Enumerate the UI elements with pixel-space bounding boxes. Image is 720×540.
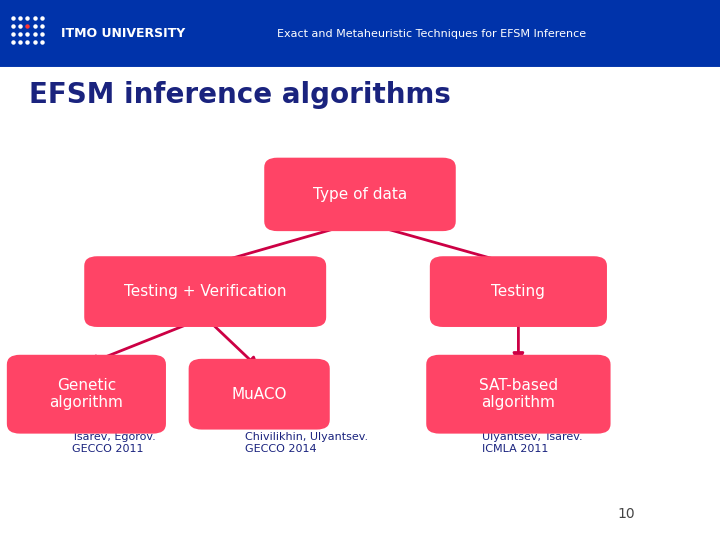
Text: 10: 10 bbox=[618, 507, 635, 521]
FancyBboxPatch shape bbox=[7, 355, 166, 434]
Text: ITMO UNIVERSITY: ITMO UNIVERSITY bbox=[61, 27, 186, 40]
Text: MuACO: MuACO bbox=[231, 387, 287, 402]
Text: EFSM inference algorithms: EFSM inference algorithms bbox=[29, 81, 451, 109]
Bar bbox=[0, 0, 720, 68]
FancyBboxPatch shape bbox=[426, 355, 611, 434]
Text: Type of data: Type of data bbox=[313, 187, 407, 202]
FancyBboxPatch shape bbox=[430, 256, 607, 327]
Text: SAT-based
algorithm: SAT-based algorithm bbox=[479, 378, 558, 410]
FancyBboxPatch shape bbox=[264, 158, 456, 231]
Text: Exact and Metaheuristic Techniques for EFSM Inference: Exact and Metaheuristic Techniques for E… bbox=[277, 29, 587, 39]
Text: Testing + Verification: Testing + Verification bbox=[124, 284, 287, 299]
FancyBboxPatch shape bbox=[189, 359, 330, 430]
Text: Testing: Testing bbox=[492, 284, 545, 299]
Text: Ulyantsev, Tsarev.
ICMLA 2011: Ulyantsev, Tsarev. ICMLA 2011 bbox=[482, 432, 583, 454]
Text: Chivilikhin, Ulyantsev.
GECCO 2014: Chivilikhin, Ulyantsev. GECCO 2014 bbox=[245, 432, 368, 454]
FancyBboxPatch shape bbox=[84, 256, 326, 327]
Text: Genetic
algorithm: Genetic algorithm bbox=[50, 378, 123, 410]
Text: Tsarev, Egorov.
GECCO 2011: Tsarev, Egorov. GECCO 2011 bbox=[72, 432, 156, 454]
